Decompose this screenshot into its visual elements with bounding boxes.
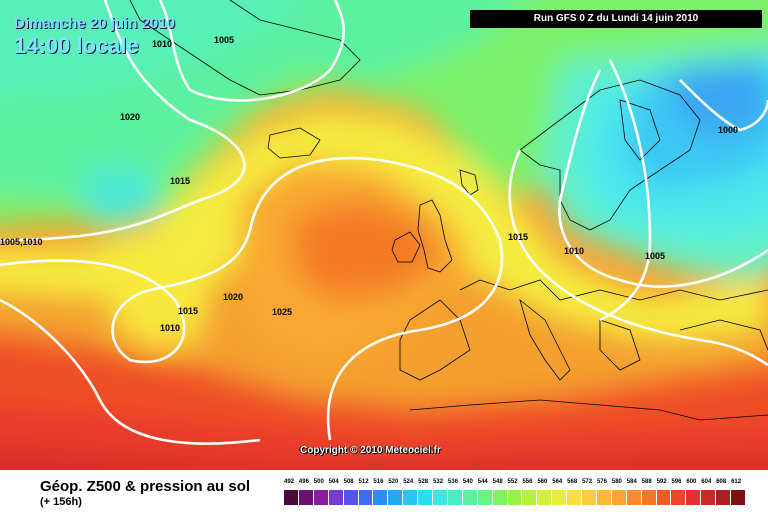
scale-color-box <box>641 490 657 505</box>
scale-color-box <box>582 490 597 505</box>
scale-color-box <box>552 490 568 505</box>
scale-value-label: 592 <box>656 479 667 485</box>
isobar-label: 1000 <box>718 125 739 135</box>
color-scale-labels: 492 496 500 504 508 512 516 520 524 528 532 536 540 5… <box>284 479 746 489</box>
scale-color-box <box>343 490 359 505</box>
scale-color-box <box>656 490 672 505</box>
scale-value-label: 496 <box>298 479 309 485</box>
scale-value-label: 588 <box>641 479 652 485</box>
isobar-label: 1015 <box>178 306 199 316</box>
isobar-label: 1005 <box>645 251 666 261</box>
scale-value-label: 524 <box>403 479 414 485</box>
scale-value-label: 500 <box>313 479 324 485</box>
scale-value-label: 596 <box>671 479 682 485</box>
isobar-label: 1010 <box>152 39 173 49</box>
scale-value-label: 540 <box>462 479 473 485</box>
legend-subtitle: (+ 156h) <box>40 496 82 508</box>
isobar-label: 1025 <box>272 307 293 317</box>
isobar-label: 1020 <box>120 112 141 122</box>
color-scale <box>284 490 746 505</box>
isobar-label: 1020 <box>223 292 244 302</box>
scale-color-box <box>731 490 746 505</box>
scale-color-box <box>447 490 463 505</box>
scale-color-box <box>537 490 553 505</box>
scale-color-box <box>716 490 732 505</box>
scale-value-label: 604 <box>701 479 712 485</box>
scale-value-label: 564 <box>552 479 563 485</box>
isobar-label: 1005,1010 <box>0 237 43 247</box>
run-info: Run GFS 0 Z du Lundi 14 juin 2010 <box>470 10 762 28</box>
scale-color-box <box>284 490 299 505</box>
scale-value-label: 568 <box>567 479 578 485</box>
scale-value-label: 528 <box>418 479 429 485</box>
legend-footer: Géop. Z500 & pression au sol (+ 156h) 49… <box>0 470 768 512</box>
scale-color-box <box>522 490 538 505</box>
scale-color-box <box>462 490 478 505</box>
scale-value-label: 536 <box>447 479 458 485</box>
scale-color-box <box>507 490 523 505</box>
isobar-label: 1015 <box>508 232 529 242</box>
scale-value-label: 504 <box>328 479 339 485</box>
scale-value-label: 532 <box>433 479 444 485</box>
scale-value-label: 600 <box>686 479 697 485</box>
scale-value-label: 556 <box>522 479 533 485</box>
scale-value-label: 516 <box>373 479 384 485</box>
scale-color-box <box>328 490 344 505</box>
scale-value-label: 520 <box>388 479 399 485</box>
scale-color-box <box>358 490 374 505</box>
isobar-label: 1015 <box>170 176 191 186</box>
scale-color-box <box>418 490 434 505</box>
scale-color-box <box>596 490 612 505</box>
scale-color-box <box>671 490 687 505</box>
scale-value-label: 560 <box>537 479 548 485</box>
scale-value-label: 580 <box>611 479 622 485</box>
forecast-map: Dimanche 20 juin 2010 14:00 locale Run G… <box>0 0 768 470</box>
scale-color-box <box>701 490 717 505</box>
scale-value-label: 572 <box>582 479 593 485</box>
scale-value-label: 552 <box>507 479 518 485</box>
scale-value-label: 608 <box>716 479 727 485</box>
scale-color-box <box>477 490 493 505</box>
forecast-time: 14:00 locale <box>14 33 139 58</box>
scale-color-box <box>567 490 583 505</box>
forecast-date: Dimanche 20 juin 2010 <box>14 15 175 32</box>
isobars <box>0 0 768 445</box>
scale-color-box <box>492 490 508 505</box>
scale-value-label: 576 <box>596 479 607 485</box>
scale-color-box <box>686 490 702 505</box>
legend-title: Géop. Z500 & pression au sol <box>40 478 251 495</box>
isobar-label: 1010 <box>564 246 585 256</box>
scale-value-label: 612 <box>731 479 742 485</box>
isobar-label: 1005 <box>214 35 235 45</box>
scale-value-label: 548 <box>492 479 503 485</box>
scale-value-label: 584 <box>626 479 637 485</box>
scale-color-box <box>626 490 642 505</box>
scale-value-label: 508 <box>343 479 354 485</box>
geopotential-field <box>0 0 768 470</box>
scale-value-label: 512 <box>358 479 369 485</box>
scale-value-label: 544 <box>477 479 488 485</box>
scale-color-box <box>403 490 419 505</box>
scale-value-label: 492 <box>284 479 295 485</box>
scale-color-box <box>298 490 314 505</box>
scale-color-box <box>313 490 329 505</box>
scale-color-box <box>388 490 404 505</box>
copyright-notice: Copyright © 2010 Meteociel.fr <box>300 445 441 456</box>
scale-color-box <box>433 490 448 505</box>
isobar-label: 1010 <box>160 323 181 333</box>
scale-color-box <box>611 490 627 505</box>
scale-color-box <box>373 490 389 505</box>
